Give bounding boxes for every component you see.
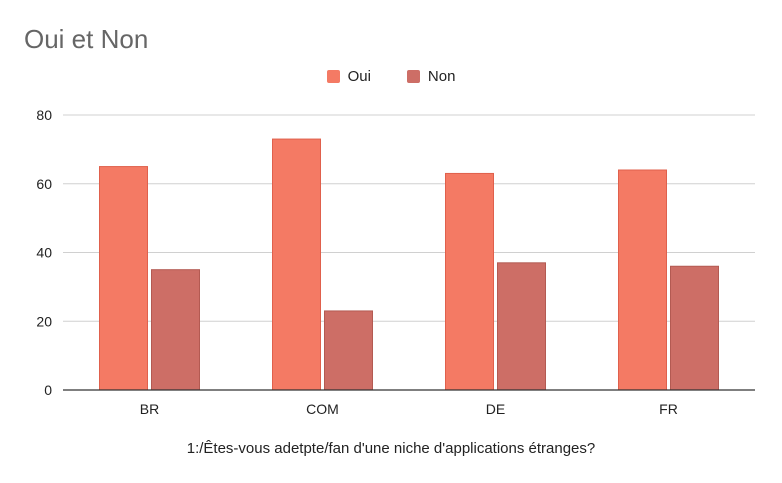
- y-tick-label: 40: [36, 245, 52, 261]
- bar-oui-fr: [618, 169, 667, 391]
- bar-non-de: [497, 262, 546, 391]
- bar-oui-br: [99, 166, 148, 391]
- x-tick-label: DE: [486, 401, 505, 417]
- chart-title: Oui et Non: [24, 24, 149, 54]
- x-axis-title: 1:/Êtes-vous adetpte/fan d'une niche d'a…: [186, 440, 596, 457]
- y-tick-label: 0: [44, 382, 52, 398]
- bar-non-br: [151, 269, 200, 391]
- x-tick-label: COM: [306, 401, 339, 417]
- bar-non-com: [324, 310, 373, 391]
- x-tick-label: BR: [140, 401, 159, 417]
- legend-label-non: Non: [427, 68, 456, 85]
- bar-non-fr: [670, 265, 719, 391]
- y-tick-label: 60: [36, 176, 52, 192]
- y-tick-label: 20: [36, 313, 52, 329]
- legend: Oui Non: [0, 68, 782, 85]
- legend-swatch-non: [406, 70, 420, 83]
- legend-swatch-oui: [326, 70, 340, 83]
- bar-oui-com: [272, 138, 321, 391]
- legend-label-oui: Oui: [347, 68, 371, 85]
- x-tick-label: FR: [659, 401, 678, 417]
- y-tick-label: 80: [36, 107, 52, 123]
- bar-oui-de: [445, 172, 494, 391]
- legend-item-oui[interactable]: Oui: [326, 68, 371, 85]
- legend-item-non[interactable]: Non: [406, 68, 456, 85]
